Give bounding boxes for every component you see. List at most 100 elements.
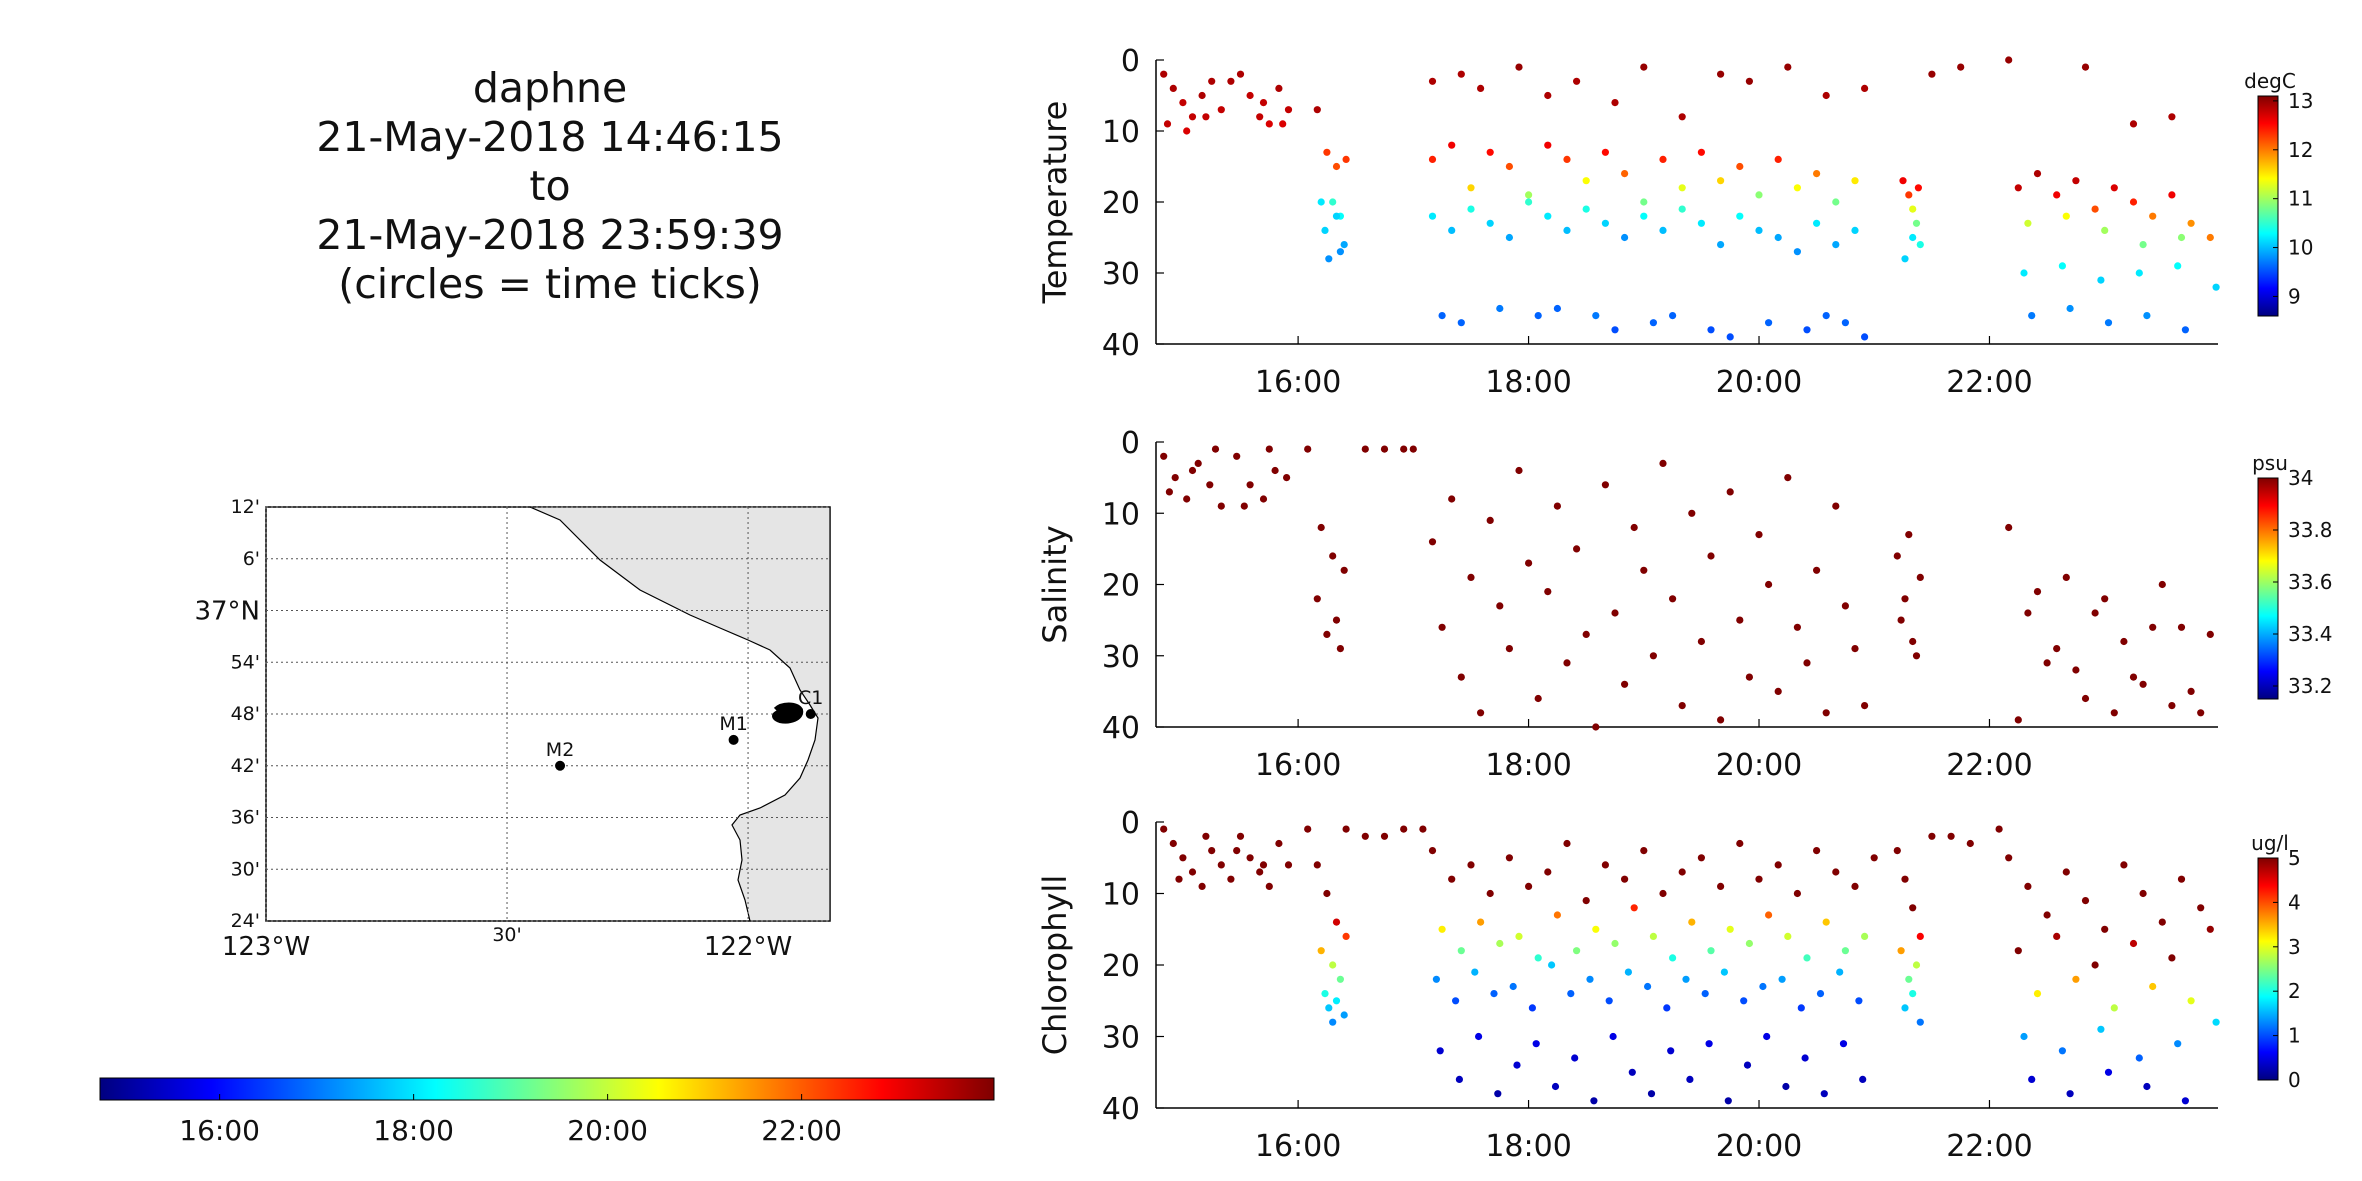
data-point xyxy=(1782,1082,1790,1091)
data-point xyxy=(1740,997,1748,1005)
data-point xyxy=(2097,1025,2105,1033)
data-point xyxy=(1659,889,1667,898)
data-point xyxy=(1496,304,1504,313)
map-gridlines xyxy=(265,506,830,922)
data-point xyxy=(1813,170,1821,178)
data-point xyxy=(1227,875,1235,883)
data-point xyxy=(1573,545,1581,553)
data-point xyxy=(2020,269,2028,277)
colorbar-gradient xyxy=(2257,857,2279,1081)
data-point xyxy=(1755,875,1763,883)
data-point xyxy=(1432,975,1440,983)
scatter-points xyxy=(1160,445,2214,731)
data-point xyxy=(2206,630,2214,639)
data-point xyxy=(1534,694,1542,703)
data-point xyxy=(1183,495,1191,503)
data-point xyxy=(1897,947,1905,955)
data-point xyxy=(1198,882,1206,891)
y-tick-label: 10 xyxy=(1102,878,1140,913)
data-point xyxy=(2143,312,2151,320)
data-point xyxy=(1659,459,1667,467)
data-point xyxy=(1841,602,1849,610)
data-point xyxy=(1323,889,1331,898)
data-point xyxy=(1832,502,1840,510)
data-point xyxy=(1916,932,1924,941)
data-point xyxy=(1256,868,1264,876)
data-point xyxy=(1400,825,1408,833)
data-point xyxy=(2129,120,2138,128)
colorbar-unit-label: psu xyxy=(2252,451,2288,475)
data-point xyxy=(1601,148,1609,156)
data-point xyxy=(1467,861,1475,869)
data-point xyxy=(1329,1018,1337,1026)
data-point xyxy=(1774,687,1782,696)
data-point xyxy=(1486,148,1494,156)
data-point xyxy=(1163,120,1172,128)
data-point xyxy=(1202,832,1210,840)
data-point xyxy=(1755,531,1763,539)
data-point xyxy=(2033,990,2042,998)
colorbar-tick-label: 10 xyxy=(2288,236,2313,260)
data-point xyxy=(1246,481,1254,489)
data-point xyxy=(1528,1004,1536,1012)
data-point xyxy=(1832,241,1840,249)
map-lon-labels: 123°W 30' 122°W xyxy=(222,924,792,962)
data-point xyxy=(2168,702,2176,710)
station-label-c1: C1 xyxy=(798,687,823,709)
data-point xyxy=(1813,847,1821,855)
data-point xyxy=(1271,466,1279,475)
colorbar-unit-label: degC xyxy=(2244,69,2296,93)
data-point xyxy=(2053,932,2061,941)
data-point xyxy=(1467,184,1475,192)
y-axis-label: Temperature xyxy=(1036,101,1074,305)
colorbar-tick-label: 1 xyxy=(2288,1024,2301,1048)
data-point xyxy=(1515,466,1523,475)
data-point xyxy=(1188,868,1197,876)
data-point xyxy=(1323,630,1331,639)
data-point xyxy=(1813,219,1821,227)
data-point xyxy=(2091,961,2099,969)
data-point xyxy=(1724,1097,1732,1105)
data-point xyxy=(1649,652,1657,660)
data-point xyxy=(1855,997,1863,1005)
start-time: 21-May-2018 14:46:15 xyxy=(316,113,784,161)
colorbar-unit-label: ug/l xyxy=(2251,831,2289,855)
data-point xyxy=(2177,875,2186,883)
colorbar-tick-label: 2 xyxy=(2288,979,2301,1003)
data-point xyxy=(1573,947,1581,955)
data-point xyxy=(1457,947,1465,955)
data-point xyxy=(1793,248,1801,256)
data-point xyxy=(1774,861,1782,869)
data-point xyxy=(1283,474,1291,482)
data-point xyxy=(1717,241,1725,249)
data-point xyxy=(2187,997,2195,1005)
data-point xyxy=(2058,1047,2066,1055)
data-point xyxy=(1284,861,1293,869)
data-point xyxy=(1534,312,1542,320)
colorbar-gradient xyxy=(2257,95,2279,317)
data-point xyxy=(1304,825,1312,833)
data-point xyxy=(1571,1054,1579,1062)
data-point xyxy=(2005,523,2013,532)
data-point xyxy=(1793,184,1801,192)
data-point xyxy=(1774,233,1782,242)
data-point xyxy=(1601,219,1609,227)
data-point xyxy=(1259,861,1268,869)
data-point xyxy=(1457,319,1465,327)
x-tick-label: 22:00 xyxy=(1946,365,2032,400)
data-point xyxy=(1611,609,1619,617)
data-point xyxy=(1582,205,1590,213)
data-point xyxy=(1928,832,1936,840)
data-point xyxy=(2110,709,2118,717)
map-lon-tick-label: 30' xyxy=(492,924,521,946)
time-colorbar-tick-label: 16:00 xyxy=(179,1114,260,1147)
data-point xyxy=(2081,897,2090,905)
data-point xyxy=(1400,445,1408,453)
data-point xyxy=(2043,911,2051,919)
data-point xyxy=(2197,904,2205,912)
data-point xyxy=(1553,502,1561,510)
data-point xyxy=(1317,947,1325,955)
map-lat-labels: 12' 6' 37°N 54' 48' 42' 36' 30' 24' xyxy=(194,496,260,932)
data-point xyxy=(1966,839,1974,848)
